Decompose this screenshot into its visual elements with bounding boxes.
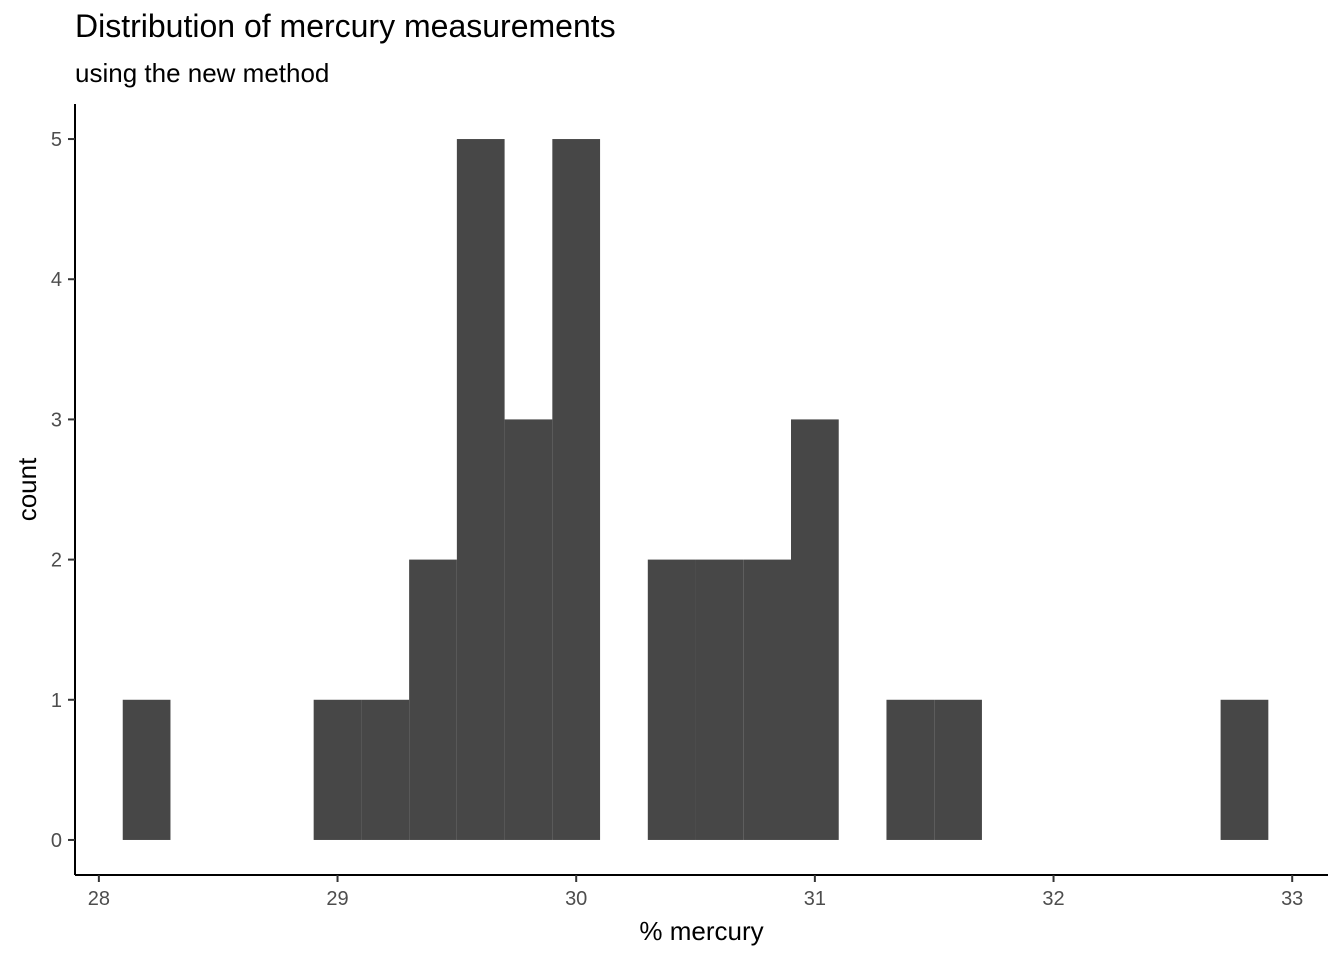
chart-title: Distribution of mercury measurements [75,8,616,44]
x-tick-label: 30 [565,888,587,910]
x-tick-label: 29 [326,888,348,910]
histogram-bar [552,139,601,840]
x-tick-label: 31 [804,888,826,910]
y-tick-label: 0 [51,830,62,852]
x-axis-ticks: 28 29 30 31 32 33 [88,875,1303,910]
y-tick-label: 4 [51,269,62,291]
y-tick-label: 1 [51,690,62,712]
x-axis-title: % mercury [639,916,763,946]
histogram-bar [743,559,791,840]
histogram-bar [886,699,935,840]
histogram-bar [361,699,410,840]
histogram-bar [456,139,505,840]
x-tick-label: 28 [88,888,110,910]
histogram-bar [1220,699,1269,840]
histogram-bar [409,559,457,840]
y-axis-ticks: 0 1 2 3 4 5 [51,129,75,852]
x-tick-label: 32 [1042,888,1064,910]
y-tick-label: 2 [51,550,62,572]
x-tick-label: 33 [1281,888,1303,910]
histogram-bar [313,699,362,840]
histogram-bar [695,559,744,840]
histogram-bar [504,419,553,840]
y-tick-label: 3 [51,409,62,431]
y-axis-title: count [12,457,42,521]
histogram-bars [122,139,1269,840]
histogram-bar [791,419,839,840]
histogram-bar [122,699,171,840]
y-tick-label: 5 [51,129,62,151]
histogram-bar [934,699,982,840]
histogram-bar [647,559,696,840]
chart-subtitle: using the new method [75,58,330,88]
